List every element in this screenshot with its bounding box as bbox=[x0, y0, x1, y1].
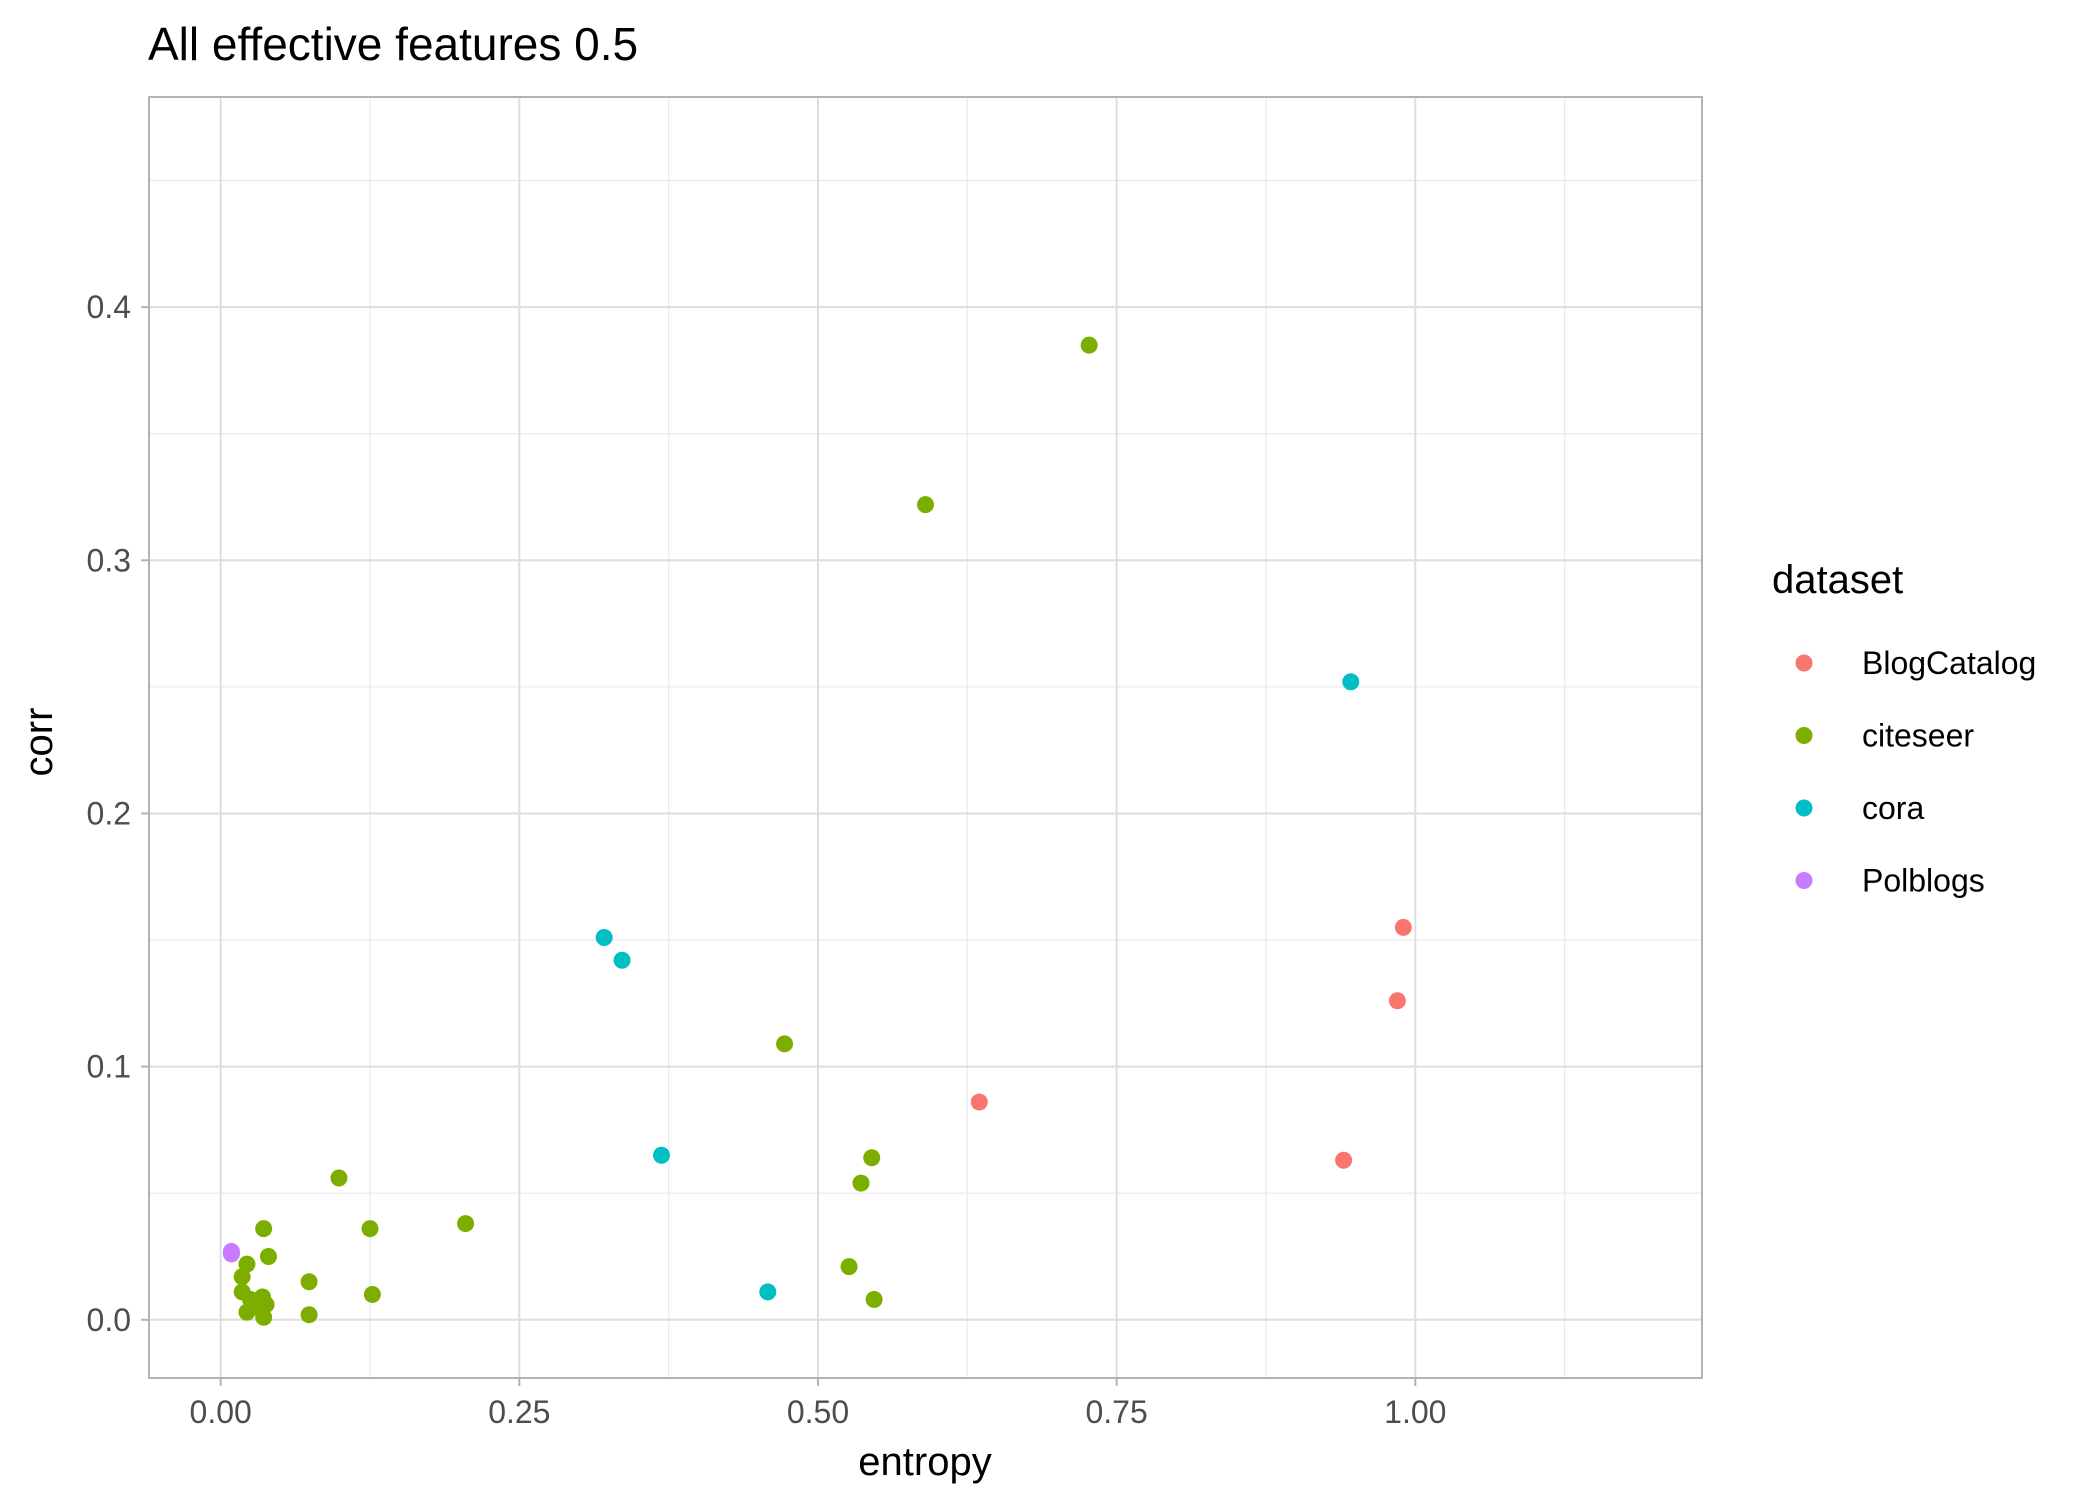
legend-label: citeseer bbox=[1862, 718, 1974, 754]
data-point bbox=[238, 1303, 256, 1321]
y-tick-label: 0.3 bbox=[87, 542, 131, 578]
x-tick-label: 0.75 bbox=[1085, 1394, 1147, 1430]
y-tick-label: 0.4 bbox=[87, 289, 131, 325]
series-blogcatalog bbox=[970, 918, 1412, 1169]
legend-label: BlogCatalog bbox=[1862, 645, 2036, 681]
data-point bbox=[363, 1285, 381, 1303]
plot-border bbox=[148, 96, 1703, 1379]
data-point bbox=[865, 1291, 883, 1309]
data-point bbox=[255, 1308, 273, 1326]
data-point bbox=[361, 1220, 379, 1238]
x-axis-label: entropy bbox=[858, 1440, 991, 1484]
data-point bbox=[852, 1174, 870, 1192]
y-tick-label: 0.2 bbox=[87, 795, 131, 831]
data-point bbox=[759, 1283, 777, 1301]
data-point bbox=[1388, 992, 1406, 1010]
y-tick-label: 0.0 bbox=[87, 1302, 131, 1338]
data-point bbox=[300, 1306, 318, 1324]
data-point bbox=[613, 951, 631, 969]
x-tick-label: 0.50 bbox=[787, 1394, 849, 1430]
legend-key bbox=[1795, 727, 1813, 744]
legend-title: dataset bbox=[1772, 558, 1903, 602]
series-citeseer bbox=[233, 336, 1098, 1326]
x-tick-label: 0.00 bbox=[190, 1394, 252, 1430]
plot-background bbox=[149, 97, 1702, 1378]
y-axis-label: corr bbox=[17, 708, 61, 777]
data-point bbox=[255, 1220, 273, 1238]
legend-item-citeseer: citeseer bbox=[1795, 718, 1974, 754]
x-tick-label: 1.00 bbox=[1384, 1394, 1446, 1430]
data-point bbox=[233, 1268, 251, 1286]
data-point bbox=[457, 1215, 475, 1233]
legend-key bbox=[1795, 654, 1813, 672]
legend-key bbox=[1795, 799, 1813, 817]
legend-item-cora: cora bbox=[1795, 790, 1924, 826]
data-point bbox=[1394, 918, 1412, 936]
legend-item-blogcatalog: BlogCatalog bbox=[1795, 645, 2036, 681]
data-point bbox=[259, 1247, 277, 1265]
data-point bbox=[776, 1035, 794, 1053]
data-point bbox=[652, 1146, 670, 1164]
legend: dataset BlogCatalog citeseer cora Polblogs bbox=[1772, 558, 2036, 899]
data-point bbox=[1342, 673, 1360, 691]
chart-title: All effective features 0.5 bbox=[148, 18, 638, 70]
data-point bbox=[863, 1149, 881, 1167]
y-tick-label: 0.1 bbox=[87, 1049, 131, 1085]
data-point bbox=[595, 928, 613, 946]
x-tick-label: 0.25 bbox=[488, 1394, 550, 1430]
series-polblogs bbox=[222, 1242, 240, 1263]
data-point bbox=[1335, 1151, 1353, 1169]
data-point bbox=[1080, 336, 1098, 354]
data-point bbox=[300, 1273, 318, 1291]
legend-label: Polblogs bbox=[1862, 863, 1985, 899]
data-point bbox=[330, 1169, 348, 1187]
data-point bbox=[917, 496, 934, 514]
legend-item-polblogs: Polblogs bbox=[1795, 863, 1985, 899]
data-point bbox=[970, 1093, 988, 1111]
series-cora bbox=[595, 673, 1360, 1301]
plot-panel: 0.00 0.25 0.50 0.75 1.00 0.0 0.1 0.2 0.3 0.4 bbox=[87, 96, 1703, 1430]
data-point bbox=[222, 1245, 240, 1263]
legend-label: cora bbox=[1862, 790, 1924, 826]
legend-key bbox=[1795, 872, 1813, 889]
data-point bbox=[840, 1258, 858, 1276]
legend-items: BlogCatalog citeseer cora Polblogs bbox=[1795, 645, 2036, 899]
